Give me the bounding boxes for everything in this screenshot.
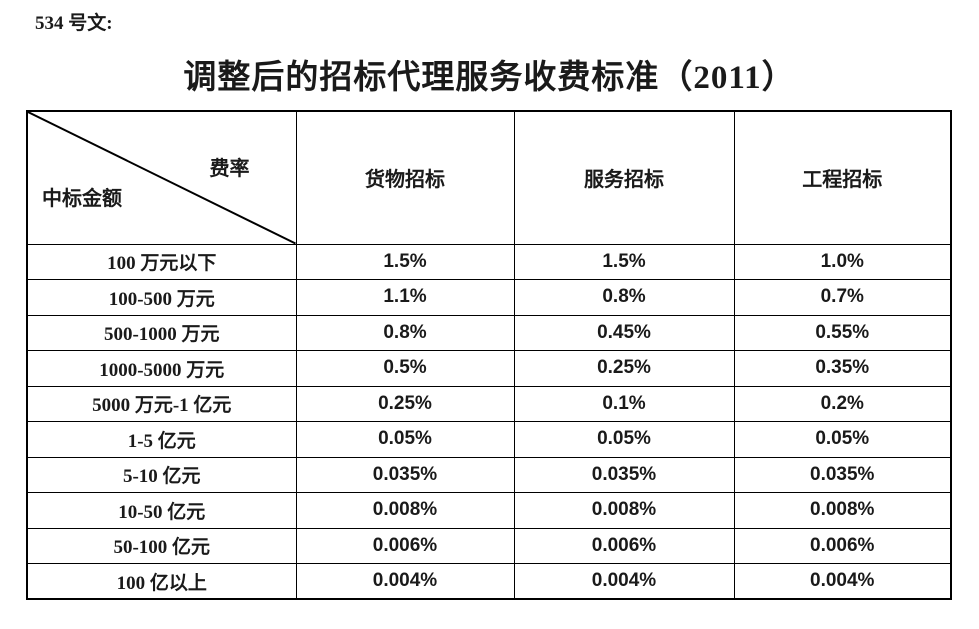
table-row: 1000-5000 万元 0.5% 0.25% 0.35% xyxy=(26,350,952,387)
rate-cell: 0.8% xyxy=(295,314,515,351)
rate-cell: 1.5% xyxy=(513,243,735,280)
rate-cell: 1.1% xyxy=(295,279,515,316)
row-label-cell: 5-10 亿元 xyxy=(26,456,297,493)
rate-cell: 0.7% xyxy=(733,279,952,316)
rate-cell: 0.05% xyxy=(513,421,735,458)
rate-cell: 0.5% xyxy=(295,350,515,387)
rate-cell: 0.035% xyxy=(295,456,515,493)
table-row: 1-5 亿元 0.05% 0.05% 0.05% xyxy=(26,421,952,458)
row-label-cell: 5000 万元-1 亿元 xyxy=(26,385,297,422)
rate-cell: 0.006% xyxy=(513,527,735,564)
rate-cell: 0.004% xyxy=(295,563,515,600)
table-row: 100 亿以上 0.004% 0.004% 0.004% xyxy=(26,563,952,600)
rate-cell: 0.008% xyxy=(733,492,952,529)
table-row: 10-50 亿元 0.008% 0.008% 0.008% xyxy=(26,492,952,529)
page-title: 调整后的招标代理服务收费标准（2011） xyxy=(183,60,796,96)
rate-cell: 1.5% xyxy=(295,243,515,280)
row-label-cell: 1000-5000 万元 xyxy=(26,350,297,387)
rate-cell: 0.05% xyxy=(295,421,515,458)
column-header-goods: 货物招标 xyxy=(295,110,515,245)
rate-cell: 0.035% xyxy=(513,456,735,493)
rate-cell: 0.035% xyxy=(733,456,952,493)
table-header-row: 费率 中标金额 货物招标 服务招标 工程招标 xyxy=(26,110,952,245)
table-row: 5-10 亿元 0.035% 0.035% 0.035% xyxy=(26,456,952,493)
column-header-engineering: 工程招标 xyxy=(733,110,952,245)
rate-cell: 0.25% xyxy=(513,350,735,387)
rate-cell: 0.2% xyxy=(733,385,952,422)
row-label-cell: 1-5 亿元 xyxy=(26,421,297,458)
rate-cell: 0.008% xyxy=(295,492,515,529)
table-row: 500-1000 万元 0.8% 0.45% 0.55% xyxy=(26,314,952,351)
diagonal-divider-line xyxy=(28,112,295,243)
row-label-cell: 50-100 亿元 xyxy=(26,527,297,564)
table-row: 50-100 亿元 0.006% 0.006% 0.006% xyxy=(26,527,952,564)
rate-cell: 0.004% xyxy=(733,563,952,600)
corner-header-cell: 费率 中标金额 xyxy=(26,110,297,245)
rate-cell: 0.006% xyxy=(733,527,952,564)
row-label-cell: 100-500 万元 xyxy=(26,279,297,316)
rate-cell: 0.25% xyxy=(295,385,515,422)
doc-number: 534 号文: xyxy=(35,13,113,34)
row-label-cell: 100 亿以上 xyxy=(26,563,297,600)
corner-label-amount: 中标金额 xyxy=(42,188,122,210)
rate-cell: 0.35% xyxy=(733,350,952,387)
column-header-services: 服务招标 xyxy=(513,110,735,245)
rate-cell: 0.008% xyxy=(513,492,735,529)
table-row: 100-500 万元 1.1% 0.8% 0.7% xyxy=(26,279,952,316)
rate-cell: 0.55% xyxy=(733,314,952,351)
rate-cell: 0.006% xyxy=(295,527,515,564)
rate-cell: 0.45% xyxy=(513,314,735,351)
rate-cell: 0.8% xyxy=(513,279,735,316)
table-row: 100 万元以下 1.5% 1.5% 1.0% xyxy=(26,243,952,280)
rate-cell: 1.0% xyxy=(733,243,952,280)
corner-label-rate: 费率 xyxy=(209,158,250,180)
table-row: 5000 万元-1 亿元 0.25% 0.1% 0.2% xyxy=(26,385,952,422)
rate-cell: 0.1% xyxy=(513,385,735,422)
rate-cell: 0.05% xyxy=(733,421,952,458)
row-label-cell: 500-1000 万元 xyxy=(26,314,297,351)
fee-table: 费率 中标金额 货物招标 服务招标 工程招标 100 万元以下 1.5% 1.5… xyxy=(26,110,952,600)
rate-cell: 0.004% xyxy=(513,563,735,600)
row-label-cell: 100 万元以下 xyxy=(26,243,297,280)
row-label-cell: 10-50 亿元 xyxy=(26,492,297,529)
